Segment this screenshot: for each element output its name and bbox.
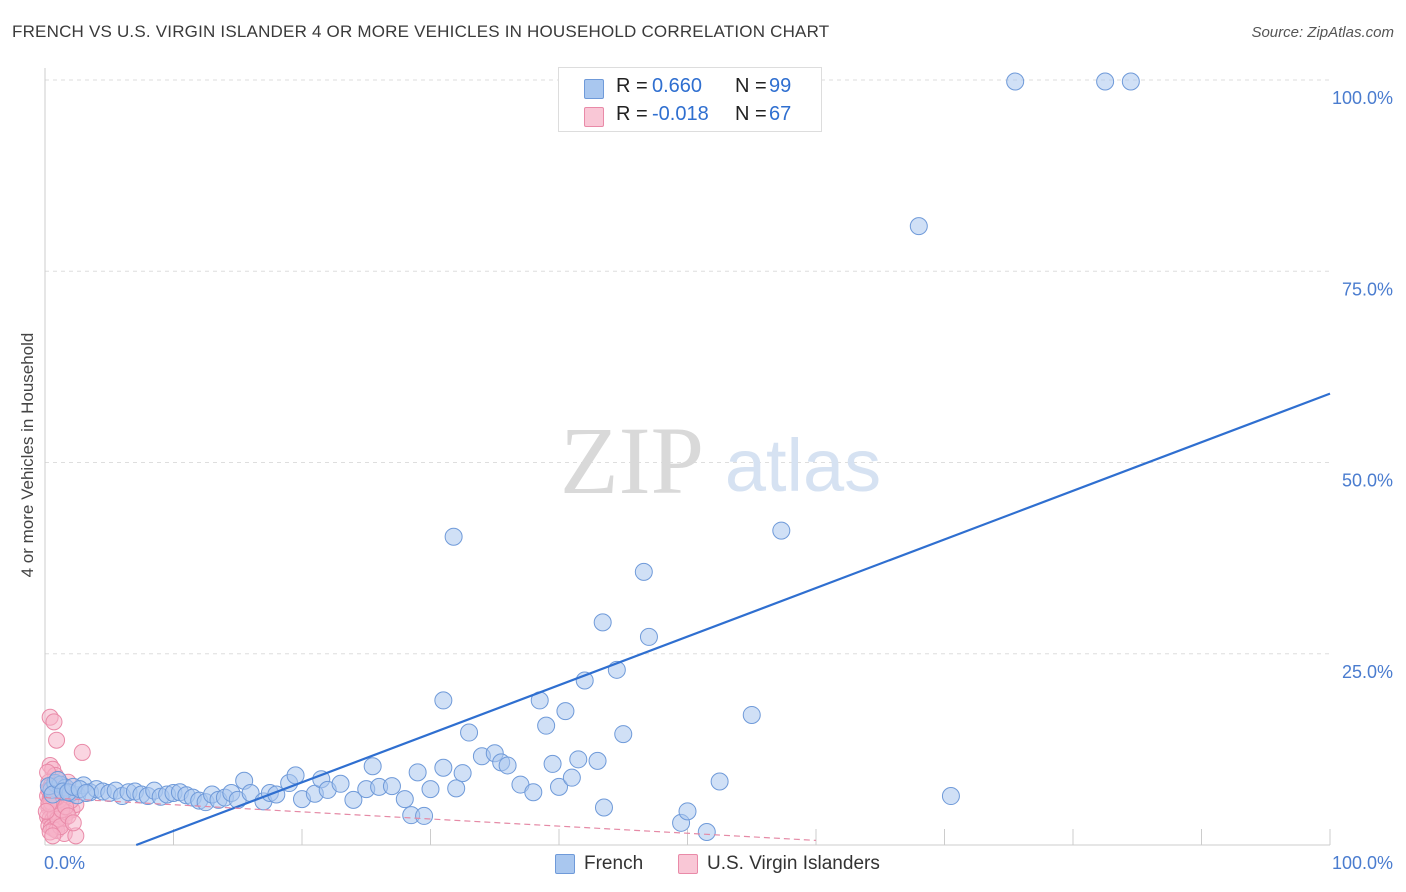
french-r-label: R = [616,75,648,97]
y-tick-label-2: 75.0% [1342,279,1393,299]
bottom-vi-label: U.S. Virgin Islanders [707,853,880,874]
french-point-47 [382,777,401,796]
french-point-51 [415,806,434,825]
y-tick-label-3: 100.0% [1332,88,1393,108]
french-point-54 [447,779,466,798]
vi-point-2 [48,731,66,749]
vi-point-56 [44,827,62,845]
french-point-55 [453,764,472,783]
french-point-53 [434,758,453,777]
french-point-73 [588,751,607,770]
french-r-value: 0.660 [652,75,703,97]
vi-point-1 [45,713,63,731]
vi-n-value: 67 [769,103,792,125]
stats-legend: R = 0.660 N = 99 R = -0.018 N = 67 [558,67,822,132]
bottom-vi-swatch [678,854,698,874]
watermark-zip: ZIP [560,407,704,514]
french-point-86 [909,217,928,236]
french-point-52 [421,780,440,799]
french-point-90 [1121,72,1140,91]
french-point-48 [395,790,414,809]
french-point-70 [562,768,581,787]
vi-r-value: -0.018 [652,103,709,125]
french-point-45 [363,757,382,776]
french-point-74 [594,798,613,817]
chart-title: FRENCH VS U.S. VIRGIN ISLANDER 4 OR MORE… [12,22,830,41]
french-point-57 [434,691,453,710]
vi-point-65 [64,814,82,832]
french-swatch [584,79,604,99]
vi-point-66 [37,802,55,820]
french-point-69 [556,702,575,721]
axis-ticks: 25.0% 50.0% 75.0% 100.0% 0.0% 100.0% [44,88,1393,873]
french-point-89 [1096,72,1115,91]
french-point-79 [639,627,658,646]
french-n-label: N = [735,75,767,97]
bottom-french-swatch [555,854,575,874]
french-point-56 [444,527,463,546]
french-point-68 [550,777,568,796]
vi-n-label: N = [735,103,767,125]
x-tick-label-1: 100.0% [1332,853,1393,873]
french-point-84 [742,705,761,724]
french-point-58 [460,723,479,742]
french-point-50 [408,763,427,782]
vi-swatch [584,107,604,127]
watermark-atlas: atlas [725,424,881,507]
source-credit: Source: ZipAtlas.com [1251,24,1394,41]
y-tick-label-0: 25.0% [1342,662,1393,682]
french-point-43 [344,790,363,809]
x-tick-label-0: 0.0% [44,853,85,873]
french-point-77 [614,725,633,744]
french-point-67 [543,754,562,773]
watermark: ZIP atlas [560,407,881,514]
french-point-98 [77,783,96,802]
french-point-71 [569,750,588,769]
bottom-french-label: French [584,853,644,874]
y-tick-label-1: 50.0% [1342,471,1393,491]
vi-r-label: R = [616,103,648,125]
french-point-62 [498,756,517,775]
french-point-82 [697,822,716,841]
french-point-75 [593,613,612,632]
french-point-88 [1006,72,1025,91]
french-points [39,72,1140,841]
french-trend-line [135,392,1331,847]
french-point-42 [331,774,350,793]
french-point-66 [537,716,556,735]
french-n-value: 99 [769,75,792,97]
french-point-83 [710,772,729,791]
vi-point-3 [73,743,91,761]
french-point-64 [524,783,543,802]
french-point-85 [772,521,791,540]
trend-lines [44,392,1331,847]
vi-trend-line [44,796,817,842]
french-point-81 [678,802,697,821]
french-point-78 [634,562,653,581]
french-point-87 [941,787,960,806]
